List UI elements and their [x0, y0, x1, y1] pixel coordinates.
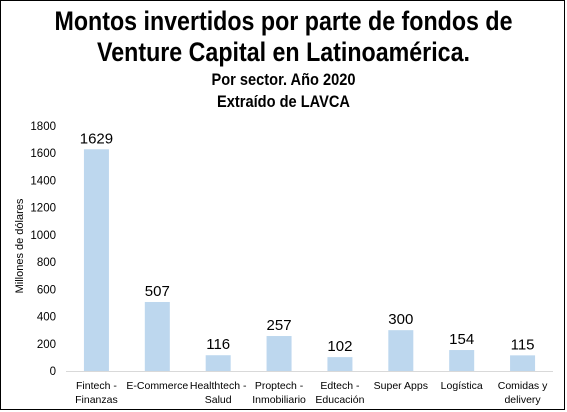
data-label: 116 — [206, 336, 230, 353]
bars — [83, 149, 536, 371]
y-tick-label: 1600 — [30, 148, 56, 160]
data-label: 507 — [145, 283, 170, 300]
y-tick-label: 0 — [50, 366, 56, 378]
bar — [449, 350, 475, 371]
y-axis-ticks: 0 200 400 600 800 1000 1200 1400 1600 1800 — [30, 121, 56, 378]
data-label: 115 — [511, 336, 535, 353]
x-tick-label: Fintech -Finanzas — [75, 380, 118, 406]
chart-title-line-2: Venture Capital en Latinoamérica. — [97, 37, 470, 67]
y-tick-label: 1800 — [30, 121, 56, 133]
bar — [144, 301, 170, 371]
x-tick-label: Edtech -Educación — [315, 380, 364, 406]
x-tick-label: Logística — [441, 380, 483, 392]
bar — [83, 149, 109, 371]
y-tick-label: 800 — [37, 257, 56, 269]
data-label: 154 — [449, 331, 474, 348]
y-tick-label: 1400 — [30, 175, 56, 187]
bar — [388, 330, 414, 371]
y-axis-label: Millones de dólares — [14, 198, 26, 293]
x-tick-label: Healthtech -Salud — [190, 380, 247, 406]
y-tick-label: 1000 — [30, 230, 56, 242]
data-label: 1629 — [80, 130, 113, 147]
chart-subtitle-line-2: Extraído de LAVCA — [217, 92, 350, 111]
bar — [327, 357, 353, 371]
y-tick-label: 600 — [37, 284, 56, 296]
y-tick-label: 400 — [37, 312, 56, 324]
bar — [266, 336, 292, 371]
y-tick-label: 1200 — [30, 203, 56, 215]
bar — [510, 355, 536, 371]
data-label: 102 — [327, 338, 352, 355]
x-tick-label: E-Commerce — [126, 380, 188, 392]
x-tick-label: Super Apps — [374, 380, 428, 392]
bar — [205, 355, 231, 371]
chart-title-line-1: Montos invertidos por parte de fondos de — [54, 6, 513, 36]
y-tick-label: 200 — [37, 339, 56, 351]
data-labels: 1629 507 116 257 102 300 154 115 — [80, 130, 535, 355]
chart-subtitle-line-1: Por sector. Año 2020 — [211, 70, 356, 89]
x-tick-label: Comidas y delivery — [498, 380, 548, 406]
data-label: 300 — [388, 311, 413, 328]
x-tick-label: Proptech -Inmobiliario — [252, 380, 306, 406]
data-label: 257 — [267, 317, 292, 334]
x-axis-categories: Fintech -Finanzas E-Commerce Healthtech -S… — [75, 380, 548, 406]
